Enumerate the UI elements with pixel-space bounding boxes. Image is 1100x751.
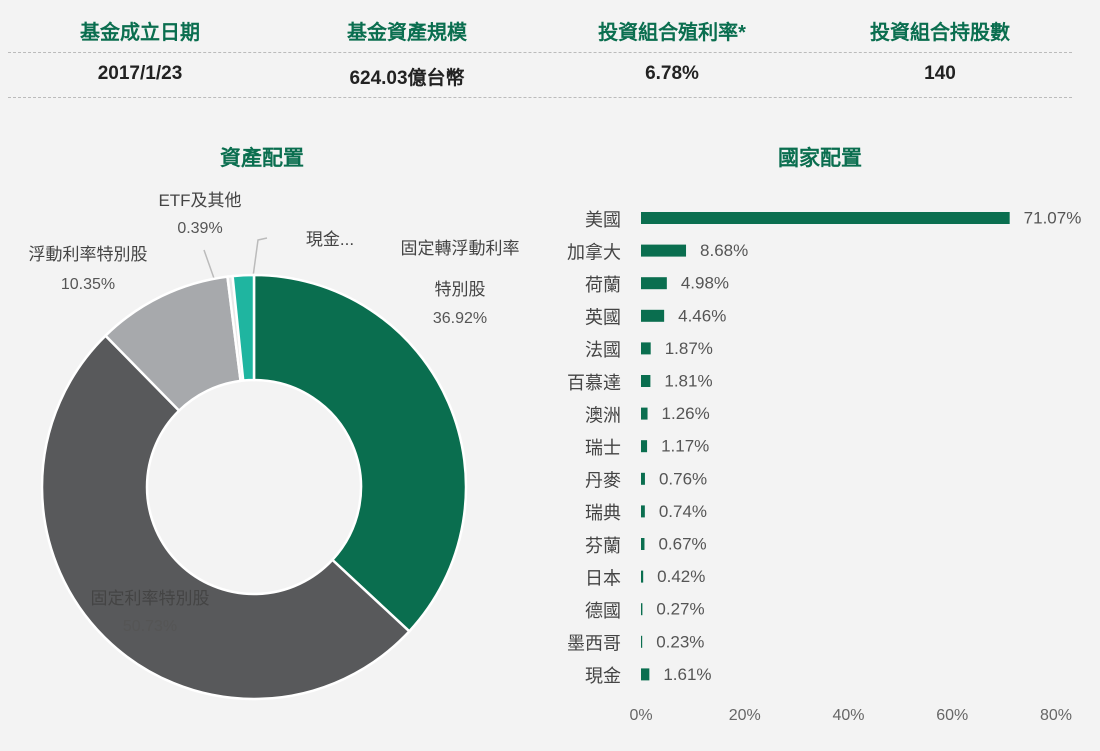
y-tick-label: 瑞士: [585, 438, 621, 458]
stat-header: 基金資產規模: [347, 22, 467, 44]
value-label: 4.46%: [678, 306, 726, 325]
value-label: 0.27%: [656, 600, 704, 619]
value-label: 0.76%: [659, 469, 707, 488]
stat-value: 2017/1/23: [97, 63, 183, 84]
y-tick-label: 丹麥: [585, 471, 621, 491]
value-label: 1.87%: [665, 339, 713, 358]
bar: [641, 472, 645, 485]
donut-slice: [252, 273, 468, 634]
y-tick-label: 瑞典: [585, 503, 621, 523]
slice-label: 浮動利率特別股: [28, 245, 148, 264]
slice-value: 50.73%: [122, 618, 178, 635]
y-tick-label: 墨西哥: [567, 634, 621, 654]
value-label: 1.26%: [662, 404, 710, 423]
stat-value: 624.03億台幣: [349, 68, 465, 89]
x-tick-label: 60%: [936, 707, 968, 724]
slice-value: 0.39%: [177, 220, 223, 237]
bar: [641, 212, 1010, 224]
value-label: 1.61%: [663, 665, 711, 684]
value-label: 4.98%: [681, 274, 729, 293]
y-tick-label: 英國: [585, 308, 621, 328]
y-tick-label: 澳洲: [585, 405, 621, 425]
divider: [8, 97, 1072, 98]
slice-label: ETF及其他: [158, 191, 242, 210]
value-label: 71.07%: [1024, 208, 1082, 227]
stat-header: 投資組合殖利率*: [598, 22, 746, 44]
stat-header: 基金成立日期: [80, 22, 200, 44]
value-label: 8.68%: [700, 241, 748, 260]
divider: [8, 52, 1072, 53]
value-label: 0.67%: [658, 534, 706, 553]
y-tick-label: 加拿大: [567, 241, 621, 262]
bar: [641, 309, 665, 322]
bar: [641, 277, 667, 290]
bar: [641, 342, 651, 355]
bar: [641, 603, 643, 616]
y-tick-label: 法國: [585, 340, 621, 360]
x-tick-label: 20%: [729, 707, 761, 724]
slice-value: 10.35%: [60, 276, 116, 293]
x-tick-label: 40%: [832, 707, 864, 724]
bar: [641, 505, 645, 518]
bar: [641, 538, 645, 550]
slice-label: 固定轉浮動利率特別股: [400, 239, 520, 299]
value-label: 0.74%: [659, 502, 707, 521]
bar: [641, 407, 648, 420]
bar: [641, 375, 651, 387]
bar: [641, 570, 644, 583]
y-tick-label: 百慕達: [567, 373, 621, 393]
stat-header: 投資組合持股數: [870, 22, 1010, 44]
value-label: 0.23%: [656, 632, 704, 651]
x-tick-label: 0%: [629, 707, 652, 724]
donut-slice: [231, 273, 256, 382]
chart-title: 資產配置: [220, 147, 304, 170]
bar: [641, 668, 650, 681]
y-tick-label: 德國: [585, 601, 621, 621]
slice-value: 36.92%: [432, 310, 488, 327]
bar: [641, 440, 648, 453]
bar: [641, 244, 687, 257]
slice-label: 固定利率特別股: [90, 589, 210, 608]
x-tick-label: 80%: [1040, 707, 1072, 724]
y-tick-label: 日本: [585, 568, 621, 588]
y-tick-label: 現金: [585, 666, 621, 686]
value-label: 1.17%: [661, 437, 709, 456]
stat-value: 140: [924, 63, 956, 84]
value-label: 0.42%: [657, 567, 705, 586]
chart-title: 國家配置: [778, 147, 862, 170]
value-label: 1.81%: [664, 371, 712, 390]
donut-slice: [40, 333, 412, 701]
y-tick-label: 美國: [585, 210, 621, 230]
y-tick-label: 芬蘭: [585, 536, 621, 556]
slice-label: 現金...: [305, 230, 355, 249]
stat-value: 6.78%: [645, 63, 699, 84]
bar: [641, 635, 643, 648]
y-tick-label: 荷蘭: [585, 275, 621, 295]
